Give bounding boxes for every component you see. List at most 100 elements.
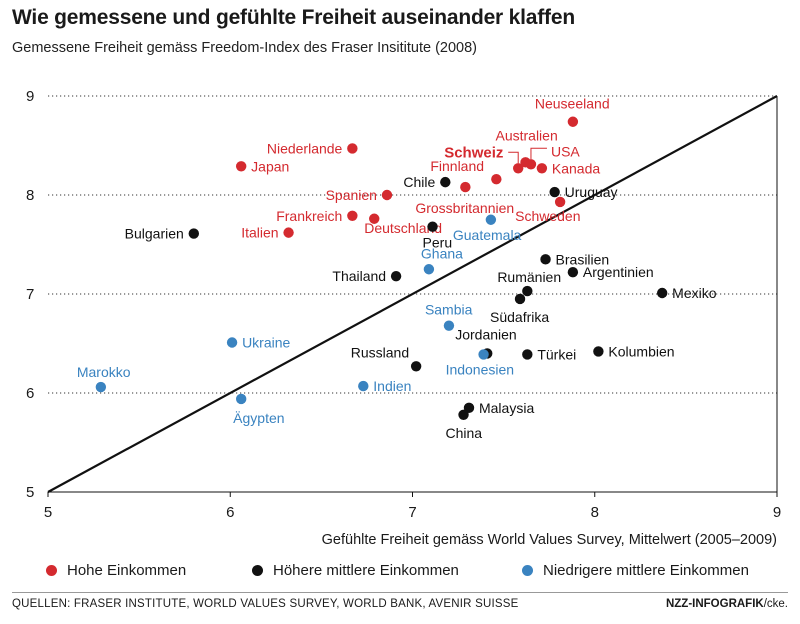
- data-label: Guatemala: [453, 227, 522, 243]
- data-point: [536, 163, 548, 174]
- scatter-chart: 5 6 7 8 9 5 6 7 8 9 Gefühlte Freiheit gemäss World…: [26, 88, 781, 548]
- data-point: [423, 264, 435, 275]
- footer-divider: [12, 592, 788, 593]
- data-point: [427, 221, 438, 232]
- data-label: Mexiko: [672, 285, 717, 301]
- data-point: [549, 186, 560, 198]
- legend-label: Hohe Einkommen: [67, 562, 187, 579]
- data-point: [410, 361, 422, 372]
- data-label: Finnland: [430, 158, 484, 174]
- data-label: Peru: [423, 235, 453, 251]
- data-label: USA: [551, 143, 580, 159]
- data-label: Argentinien: [583, 264, 654, 280]
- data-point: [513, 163, 524, 174]
- data-label: Spanien: [326, 187, 377, 203]
- data-point: [188, 228, 199, 239]
- data-point: [347, 210, 358, 221]
- y-tick-label: 9: [26, 88, 34, 105]
- data-label: Südafrika: [490, 309, 549, 325]
- credit-agency: NZZ-INFOGRAFIK: [665, 598, 764, 610]
- legend-item-hoch: Hohe Einkommen: [46, 562, 186, 579]
- data-label: Deutschland: [364, 220, 442, 236]
- y-tick-label: 5: [26, 484, 34, 501]
- credit-author: /cke.: [763, 598, 788, 610]
- data-point: [567, 116, 579, 127]
- data-label: Ägypten: [233, 410, 284, 426]
- data-point: [522, 349, 533, 360]
- data-point: [381, 189, 393, 201]
- x-tick-label: 5: [44, 504, 52, 521]
- data-label: Italien: [241, 225, 278, 241]
- data-label: Chile: [403, 174, 435, 190]
- data-label: Ukraine: [242, 335, 290, 351]
- data-point: [491, 173, 502, 185]
- data-label: Niederlande: [267, 140, 343, 156]
- legend: Hohe Einkommen Höhere mittlere Einkommen…: [0, 562, 800, 586]
- data-label: Kanada: [552, 160, 600, 176]
- y-tick-label: 8: [26, 187, 34, 204]
- data-point: [656, 287, 668, 299]
- reference-line: [47, 95, 778, 493]
- data-point: [369, 213, 380, 224]
- x-tick-label: 9: [773, 504, 781, 521]
- data-label: Indonesien: [446, 361, 515, 377]
- data-point: [554, 196, 566, 208]
- data-point: [347, 143, 358, 154]
- data-label: Sambia: [425, 302, 473, 318]
- data-point: [458, 409, 469, 420]
- legend-label: Niedrigere mittlere Einkommen: [543, 562, 749, 579]
- data-label: Kolumbien: [608, 343, 674, 359]
- legend-dot-icon: [252, 565, 263, 576]
- data-label: Rumänien: [497, 269, 561, 285]
- data-label: Russland: [351, 344, 409, 360]
- data-point: [358, 380, 369, 392]
- legend-dot-icon: [522, 565, 533, 576]
- data-point: [95, 381, 107, 393]
- data-label: Brasilien: [556, 251, 610, 267]
- data-point: [390, 270, 402, 282]
- data-label: Jordanien: [455, 326, 517, 342]
- data-point: [443, 320, 455, 331]
- x-tick-label: 6: [226, 504, 234, 521]
- data-label: Marokko: [77, 364, 131, 380]
- x-tick-label: 7: [408, 504, 416, 521]
- data-point: [485, 214, 497, 225]
- data-label: Neuseeland: [535, 96, 610, 112]
- data-point: [593, 346, 604, 357]
- data-label: Schweiz: [444, 144, 503, 161]
- data-point: [235, 393, 247, 405]
- legend-item-hoeher-mittel: Höhere mittlere Einkommen: [252, 562, 459, 579]
- legend-dot-icon: [46, 565, 57, 576]
- data-point: [226, 337, 238, 348]
- data-point: [460, 181, 471, 193]
- chart-subtitle: Gemessene Freiheit gemäss Freedom-Index …: [12, 40, 478, 56]
- data-point: [235, 161, 247, 172]
- data-label: Grossbritannien: [415, 200, 514, 216]
- y-tick-label: 7: [26, 286, 34, 303]
- label-leader-line: [508, 151, 519, 164]
- data-label: Australien: [495, 127, 557, 143]
- data-point: [522, 285, 533, 297]
- data-label: Uruguay: [565, 184, 618, 200]
- chart-title: Wie gemessene und gefühlte Freiheit ause…: [12, 6, 575, 29]
- data-label: China: [446, 425, 483, 441]
- data-point: [283, 227, 294, 238]
- data-point: [540, 254, 551, 265]
- x-axis-label: Gefühlte Freiheit gemäss World Values Su…: [322, 532, 777, 548]
- data-label: Bulgarien: [125, 226, 184, 242]
- y-tick-label: 6: [26, 385, 34, 402]
- data-label: Ghana: [421, 245, 463, 261]
- data-point: [440, 176, 451, 188]
- data-point: [567, 267, 579, 278]
- credit: NZZ-INFOGRAFIK/cke.: [666, 598, 788, 610]
- x-tick-label: 8: [591, 504, 599, 521]
- data-label: Indien: [373, 378, 411, 394]
- data-label: Thailand: [332, 268, 386, 284]
- label-leader-line: [530, 147, 547, 160]
- data-label: Japan: [251, 158, 289, 174]
- data-point: [514, 293, 526, 305]
- data-point: [525, 159, 537, 170]
- sources-note: QUELLEN: FRASER INSTITUTE, WORLD VALUES …: [12, 598, 519, 610]
- legend-item-niedriger-mittel: Niedrigere mittlere Einkommen: [522, 562, 749, 579]
- data-label: Schweden: [515, 208, 580, 224]
